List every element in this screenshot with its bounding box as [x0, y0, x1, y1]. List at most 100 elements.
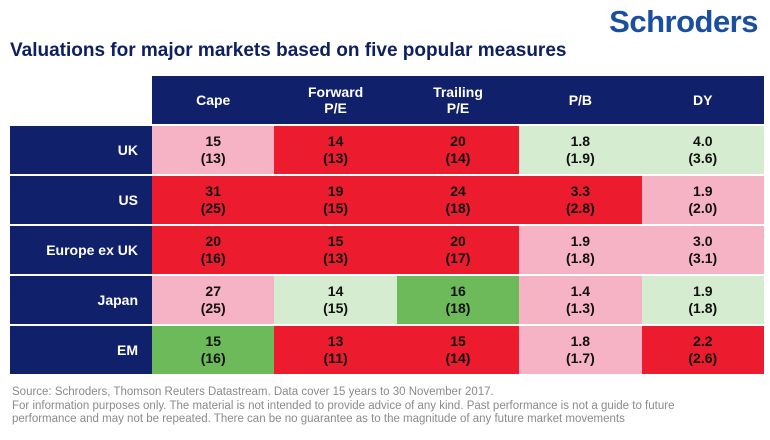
cell-value: 13: [327, 333, 344, 349]
cell-cape: 31 (25): [152, 176, 275, 226]
valuation-table: Cape Forward P/E Trailing P/E P/B DY UK 1…: [10, 76, 764, 376]
cell-value: 24: [450, 183, 466, 199]
cell-value: 31: [205, 183, 221, 199]
cell-trailing-pe: 15 (14): [396, 326, 520, 376]
cell-average: (2.0): [688, 200, 718, 216]
cell-average: (14): [445, 350, 471, 366]
cell-average: (15): [323, 300, 349, 316]
row-header: Europe ex UK: [10, 226, 152, 276]
column-header-line: P/E: [446, 100, 470, 116]
cell-dy: 1.9 (1.8): [641, 276, 764, 326]
cell-average: (18): [445, 200, 471, 216]
cell-value: 27: [205, 283, 221, 299]
column-header-cape: Cape: [152, 76, 275, 126]
cell-value: 2.2: [693, 333, 713, 349]
cell-trailing-pe: 24 (18): [396, 176, 520, 226]
cell-average: (16): [200, 250, 226, 266]
cell-value: 15: [450, 333, 466, 349]
cell-value: 20: [450, 233, 466, 249]
cell-forward-pe: 19 (15): [274, 176, 397, 226]
column-header-forward-pe: Forward P/E: [274, 76, 397, 126]
column-header-line: P/B: [568, 92, 593, 108]
cell-average: (25): [200, 200, 226, 216]
row-header: UK: [10, 126, 152, 176]
cell-average: (2.6): [688, 350, 718, 366]
cell-value: 3.3: [570, 183, 591, 199]
cell-trailing-pe: 20 (14): [396, 126, 520, 176]
cell-value: 20: [205, 233, 221, 249]
cell-average: (25): [200, 300, 226, 316]
cell-average: (14): [445, 150, 471, 166]
column-header-line: P/E: [324, 100, 347, 116]
table-corner: [10, 76, 152, 126]
cell-trailing-pe: 16 (18): [396, 276, 520, 326]
cell-forward-pe: 15 (13): [274, 226, 397, 276]
cell-value: 14: [327, 283, 344, 299]
cell-value: 15: [205, 133, 221, 149]
cell-average: (13): [323, 250, 349, 266]
cell-average: (18): [445, 300, 471, 316]
cell-average: (17): [445, 250, 471, 266]
cell-average: (1.8): [565, 250, 595, 266]
table-row: Japan 27 (25) 14 (15) 16 (18) 1.4 (1.3) 1.9 (1.8): [10, 276, 764, 326]
cell-value: 1.9: [693, 183, 713, 199]
table-row: US 31 (25) 19 (15) 24 (18) 3.3 (2.8) 1.9 (2.0): [10, 176, 764, 226]
cell-pb: 3.3 (2.8): [519, 176, 642, 226]
table-row: EM 15 (16) 13 (11) 15 (14) 1.8 (1.7) 2.2 (2.6): [10, 326, 764, 376]
footnote-source: Source: Schroders, Thomson Reuters Datas…: [12, 386, 494, 398]
cell-dy: 3.0 (3.1): [641, 226, 764, 276]
cell-forward-pe: 13 (11): [274, 326, 397, 376]
footnote-disclaimer-line: For information purposes only. The mater…: [12, 399, 675, 412]
cell-average: (1.3): [565, 300, 595, 316]
cell-dy: 4.0 (3.6): [641, 126, 764, 176]
cell-value: 20: [450, 133, 466, 149]
cell-value: 1.8: [570, 333, 591, 349]
cell-cape: 15 (13): [152, 126, 275, 176]
footnote: Source: Schroders, Thomson Reuters Datas…: [12, 386, 762, 427]
column-header-line: Forward: [307, 84, 364, 100]
cell-forward-pe: 14 (15): [274, 276, 397, 326]
cell-average: (1.7): [565, 350, 595, 366]
chart-title: Valuations for major markets based on fi…: [10, 40, 567, 61]
cell-average: (1.8): [688, 300, 718, 316]
table-row: Europe ex UK 20 (16) 15 (13) 20 (17) 1.9 (1.8) 3.…: [10, 226, 764, 276]
cell-pb: 1.8 (1.7): [519, 326, 642, 376]
column-header-trailing-pe: Trailing P/E: [396, 76, 520, 126]
cell-trailing-pe: 20 (17): [396, 226, 520, 276]
cell-pb: 1.8 (1.9): [519, 126, 642, 176]
column-header-line: DY: [693, 92, 713, 108]
cell-pb: 1.9 (1.8): [519, 226, 642, 276]
cell-value: 15: [205, 333, 221, 349]
cell-average: (11): [323, 350, 348, 366]
cell-value: 19: [327, 183, 344, 199]
cell-average: (2.8): [565, 200, 595, 216]
cell-cape: 15 (16): [152, 326, 275, 376]
cell-value: 1.9: [570, 233, 591, 249]
table-row: UK 15 (13) 14 (13) 20 (14) 1.8 (1.9) 4.0 (3.6): [10, 126, 764, 176]
schroders-logo: Schroders: [609, 4, 758, 39]
cell-average: (16): [200, 350, 226, 366]
cell-average: (3.6): [688, 150, 718, 166]
footnote-disclaimer-line: performance and may not be repeated. The…: [12, 413, 625, 425]
cell-value: 14: [327, 133, 344, 149]
cell-value: 15: [327, 233, 344, 249]
cell-value: 16: [450, 283, 466, 299]
cell-average: (15): [323, 200, 349, 216]
column-header-line: Cape: [196, 92, 231, 108]
cell-average: (13): [200, 150, 226, 166]
cell-pb: 1.4 (1.3): [519, 276, 642, 326]
row-header: EM: [10, 326, 152, 376]
column-header-dy: DY: [641, 76, 764, 126]
table-body: UK 15 (13) 14 (13) 20 (14) 1.8 (1.9) 4.0 (3.6) US 31…: [10, 126, 764, 376]
cell-dy: 1.9 (2.0): [641, 176, 764, 226]
column-header-line: Trailing: [433, 84, 483, 100]
cell-average: (1.9): [565, 150, 595, 166]
header-row: Cape Forward P/E Trailing P/E P/B DY: [10, 76, 764, 126]
column-header-pb: P/B: [519, 76, 642, 126]
cell-average: (3.1): [688, 250, 718, 266]
cell-forward-pe: 14 (13): [274, 126, 397, 176]
row-header: US: [10, 176, 152, 226]
cell-cape: 27 (25): [152, 276, 275, 326]
cell-value: 1.4: [570, 283, 591, 299]
cell-cape: 20 (16): [152, 226, 275, 276]
